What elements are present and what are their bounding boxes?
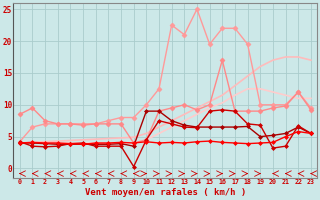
X-axis label: Vent moyen/en rafales ( km/h ): Vent moyen/en rafales ( km/h ) (85, 188, 246, 197)
